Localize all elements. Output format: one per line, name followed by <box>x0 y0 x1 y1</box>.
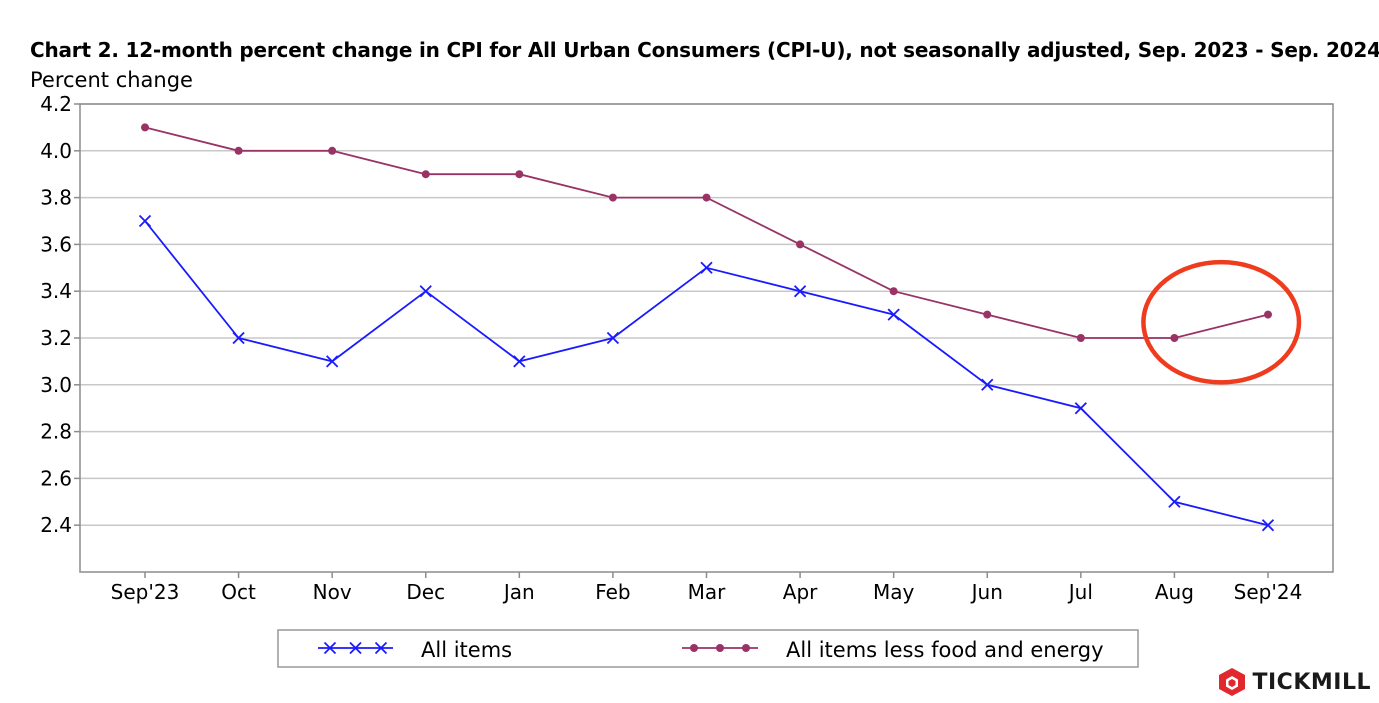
brand-name: TICKMILL <box>1252 669 1371 695</box>
y-tick-label: 4.0 <box>40 139 72 163</box>
legend-box <box>277 629 1139 668</box>
y-axis: 2.4 2.6 2.8 3.0 3.2 3.4 3.6 3.8 4.0 4.2 <box>40 92 80 537</box>
data-point <box>1264 310 1272 319</box>
data-point <box>326 355 339 368</box>
y-tick-label: 4.2 <box>40 92 72 116</box>
data-point <box>141 123 149 132</box>
data-point <box>981 378 994 391</box>
tickmill-logo-icon <box>1219 668 1246 696</box>
data-point <box>1170 334 1179 342</box>
y-tick-label: 3.6 <box>40 232 72 256</box>
data-point <box>793 285 807 298</box>
data-point <box>1074 402 1087 415</box>
legend-marker <box>690 644 698 652</box>
series-core <box>141 123 1272 342</box>
data-point <box>232 331 245 345</box>
legend-swatch-core <box>682 644 758 652</box>
y-axis-label: Percent change <box>30 68 193 92</box>
y-tick-label: 3.0 <box>40 373 72 397</box>
legend-entry-all-items: All items <box>318 638 512 662</box>
legend-label-core: All items less food and energy <box>786 638 1104 662</box>
legend-marker <box>323 641 337 655</box>
x-tick-label: Apr <box>783 580 818 604</box>
x-tick-label: Aug <box>1155 580 1194 604</box>
data-point <box>983 310 992 319</box>
x-tick-label: Jul <box>1067 580 1093 604</box>
data-point <box>513 355 526 368</box>
brand-logo: TICKMILL <box>1218 667 1371 697</box>
data-point <box>887 308 900 321</box>
x-tick-label: Mar <box>688 580 727 604</box>
data-point <box>1168 495 1181 508</box>
x-tick-label: Jun <box>970 580 1003 604</box>
y-tick-label: 2.6 <box>40 466 72 490</box>
data-point <box>889 287 898 296</box>
x-tick-label: Feb <box>595 580 630 604</box>
data-point <box>796 240 805 249</box>
legend-swatch-all-items <box>318 641 393 655</box>
data-point <box>700 261 713 274</box>
legend-marker <box>349 641 362 655</box>
legend-marker <box>716 644 724 652</box>
data-point <box>606 331 620 345</box>
x-tick-label: Sep'24 <box>1234 580 1303 604</box>
x-axis: Sep'23 Oct Nov Dec Jan Feb Mar Apr May Jun Jul Aug S… <box>111 572 1303 604</box>
series-all-items <box>138 214 1275 532</box>
data-point <box>419 285 432 298</box>
data-point <box>608 193 617 202</box>
legend-entry-core: All items less food and energy <box>682 638 1104 662</box>
legend-label-all-items: All items <box>421 638 512 662</box>
data-point <box>1261 519 1275 532</box>
legend-marker <box>742 644 750 652</box>
y-tick-label: 2.8 <box>40 420 72 444</box>
y-tick-label: 2.4 <box>40 513 72 537</box>
data-point <box>234 146 243 155</box>
x-tick-label: Sep'23 <box>111 580 180 604</box>
x-tick-label: Oct <box>221 580 256 604</box>
data-point <box>1076 334 1085 342</box>
x-tick-label: May <box>873 580 915 604</box>
series-line <box>144 126 1269 339</box>
x-tick-label: Jan <box>502 580 535 604</box>
data-point <box>328 146 337 155</box>
series-group <box>138 123 1275 532</box>
data-point <box>515 170 524 179</box>
data-point <box>702 193 711 202</box>
data-point <box>421 170 430 179</box>
chart-title: Chart 2. 12-month percent change in CPI … <box>30 38 1379 62</box>
legend: All items All items less food and energy <box>277 629 1139 668</box>
annotations <box>1141 259 1302 385</box>
y-tick-label: 3.2 <box>40 326 72 350</box>
highlight-circle <box>1141 259 1302 385</box>
data-point <box>138 214 152 228</box>
y-tick-label: 3.8 <box>40 186 72 210</box>
x-tick-label: Dec <box>406 580 445 604</box>
y-tick-label: 3.4 <box>40 279 72 303</box>
legend-marker <box>374 641 388 655</box>
x-tick-label: Nov <box>313 580 352 604</box>
